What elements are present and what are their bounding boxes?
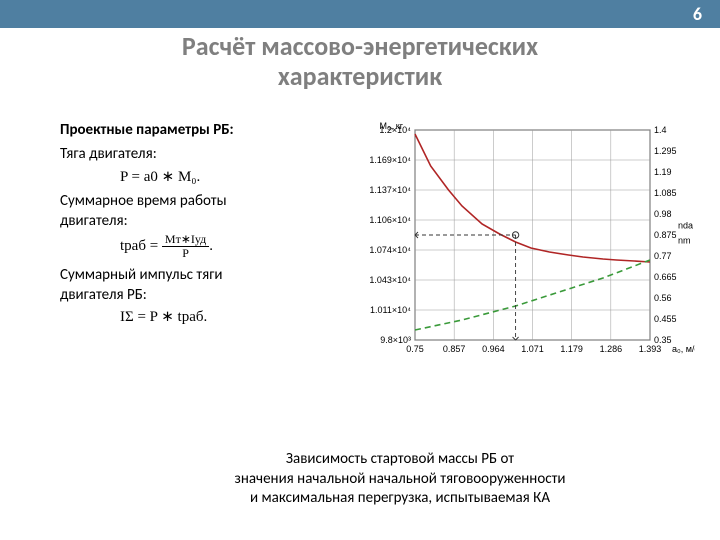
svg-text:1.295: 1.295: [654, 146, 677, 156]
header-bar: 6: [0, 0, 720, 28]
svg-text:1.085: 1.085: [654, 188, 677, 198]
svg-text:0.455: 0.455: [654, 314, 677, 324]
text-block: Проектные параметры РБ: Тяга двигателя: …: [60, 120, 340, 331]
line-impulse-b: двигателя РБ:: [60, 285, 340, 305]
chart: 0.75 0.857 0.964 1.071 1.179 1.286 1.393 a₀, м/…: [360, 120, 695, 370]
line-time-a: Суммарное время работы: [60, 191, 340, 211]
svg-text:0.875: 0.875: [654, 230, 677, 240]
svg-text:1.169×10⁴: 1.169×10⁴: [369, 155, 411, 165]
svg-text:1.286: 1.286: [600, 344, 623, 354]
svg-text:1.179: 1.179: [560, 344, 583, 354]
svg-text:a₀, м/с²: a₀, м/с²: [672, 344, 695, 354]
line-time-b: двигателя:: [60, 211, 340, 231]
svg-text:1.071: 1.071: [521, 344, 544, 354]
svg-text:M₀, кг: M₀, кг: [380, 121, 404, 131]
caption-line1: Зависимость стартовой массы РБ от: [286, 450, 514, 468]
svg-text:0.77: 0.77: [654, 251, 672, 261]
formula-time-lhs: tраб =: [120, 238, 162, 254]
svg-text:0.56: 0.56: [654, 293, 672, 303]
svg-text:0.964: 0.964: [482, 344, 505, 354]
svg-text:1.393: 1.393: [639, 344, 662, 354]
svg-text:0.75: 0.75: [406, 344, 424, 354]
line-thrust: Тяга двигателя:: [60, 144, 340, 164]
caption-line3: и максимальная перегрузка, испытываемая …: [250, 489, 550, 507]
svg-text:1.043×10⁴: 1.043×10⁴: [369, 275, 411, 285]
svg-text:0.35: 0.35: [654, 335, 672, 345]
formula-impulse: IΣ = P ∗ tраб.: [60, 307, 340, 327]
chart-caption: Зависимость стартовой массы РБ от значен…: [140, 450, 660, 509]
svg-text:0.98: 0.98: [654, 209, 672, 219]
svg-text:1.074×10⁴: 1.074×10⁴: [369, 245, 411, 255]
formula-time: tраб = Mт∗IудP.: [60, 233, 340, 260]
title-line2: характеристик: [278, 60, 442, 92]
svg-text:0.665: 0.665: [654, 272, 677, 282]
formula-time-num: Mт∗Iуд: [162, 233, 209, 246]
svg-text:1.137×10⁴: 1.137×10⁴: [369, 185, 411, 195]
svg-text:1.106×10⁴: 1.106×10⁴: [369, 215, 411, 225]
svg-text:1.011×10⁴: 1.011×10⁴: [370, 305, 411, 315]
page-title: Расчёт массово-энергетических характерис…: [0, 32, 720, 92]
title-line1: Расчёт массово-энергетических: [182, 30, 538, 62]
formula-thrust: P = a0 ∗ M₀.: [60, 167, 340, 187]
svg-text:1.19: 1.19: [654, 167, 672, 177]
svg-text:0.857: 0.857: [443, 344, 466, 354]
svg-text:nm: nm: [678, 235, 691, 245]
svg-text:1.4: 1.4: [654, 125, 667, 135]
subhead: Проектные параметры РБ:: [60, 120, 340, 140]
line-impulse-a: Суммарный импульс тяги: [60, 265, 340, 285]
page-number: 6: [693, 3, 702, 25]
formula-time-den: P: [162, 246, 209, 260]
svg-text:nda: nda: [678, 221, 693, 231]
svg-text:9.8×10³: 9.8×10³: [380, 335, 411, 345]
caption-line2: значения начальной начальной тяговооруже…: [235, 470, 566, 488]
chart-svg: 0.75 0.857 0.964 1.071 1.179 1.286 1.393 a₀, м/…: [360, 120, 695, 370]
